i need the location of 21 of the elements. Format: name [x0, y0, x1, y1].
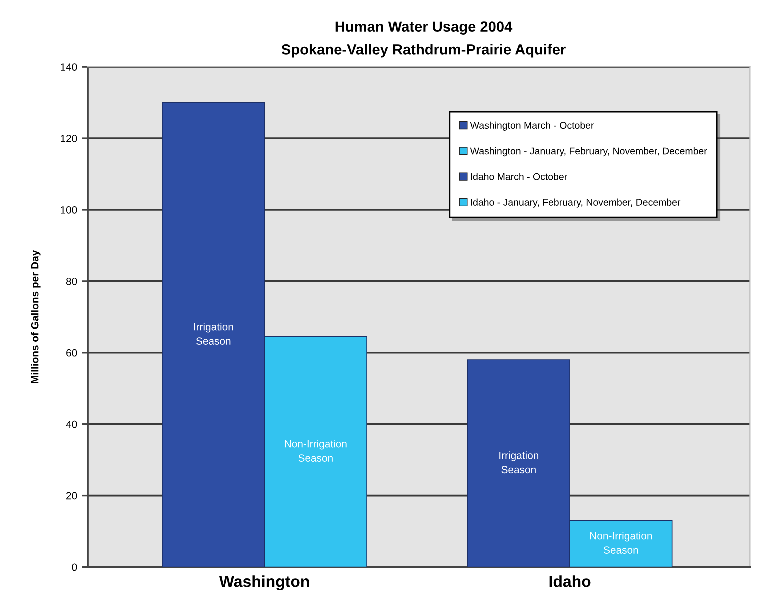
- y-tick-label: 100: [61, 206, 78, 214]
- y-axis-title: Millions of Gallons per Day: [31, 250, 41, 384]
- x-tick-label: Washington: [219, 576, 310, 591]
- data-label: Irrigation Season: [500, 452, 539, 474]
- y-tick-label: 20: [66, 492, 78, 500]
- y-tick-label: 140: [61, 64, 78, 71]
- y-tick-label: 120: [61, 135, 78, 142]
- chart-subtitle: Spokane-Valley Rathdrum-Prairie Aquifer: [282, 44, 566, 58]
- data-label: Non-Irrigation Season: [590, 532, 652, 554]
- legend-label: Washington - January, February, November, December: [470, 148, 708, 157]
- y-tick-label: 0: [72, 564, 78, 572]
- data-label: Non-Irrigation Season: [285, 440, 347, 462]
- y-tick-label: 60: [66, 349, 78, 357]
- y-tick-label: 80: [66, 278, 78, 286]
- y-tick-label: 40: [66, 420, 78, 428]
- data-label: Irrigation Season: [194, 323, 234, 345]
- legend-label: Idaho March - October: [471, 173, 568, 180]
- legend-label: Washington March - October: [470, 122, 594, 131]
- x-tick-label: Idaho: [550, 576, 591, 588]
- legend-label: Idaho - January, February, November, December: [471, 198, 681, 208]
- chart-title: Human Water Usage 2004: [336, 22, 513, 35]
